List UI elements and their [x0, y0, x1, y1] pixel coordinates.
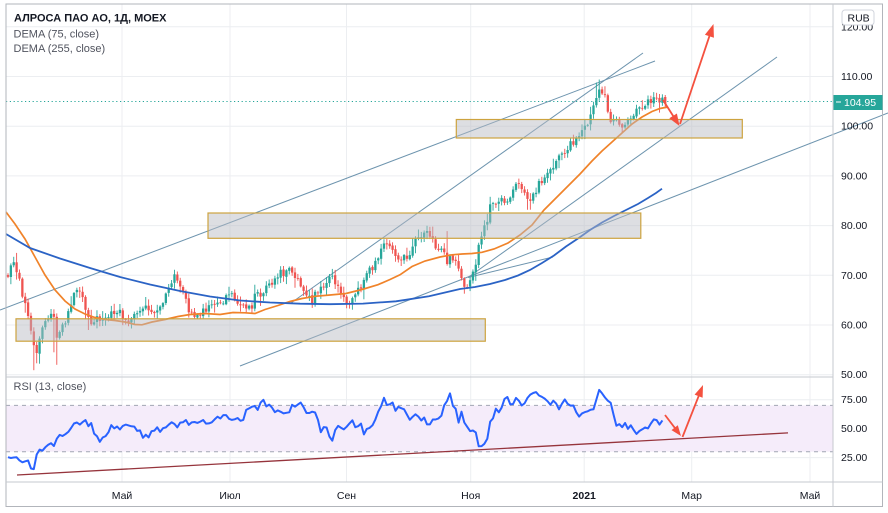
svg-text:АЛРОСА ПАО АО, 1Д, MOEX: АЛРОСА ПАО АО, 1Д, MOEX [14, 13, 167, 25]
svg-text:2021: 2021 [573, 490, 597, 502]
svg-text:RUB: RUB [848, 13, 870, 25]
svg-text:110.00: 110.00 [841, 71, 872, 83]
svg-text:Мар: Мар [681, 490, 702, 502]
svg-text:90.00: 90.00 [841, 170, 867, 182]
svg-text:75.00: 75.00 [841, 394, 867, 406]
svg-text:Сен: Сен [337, 490, 356, 502]
svg-text:50.00: 50.00 [841, 423, 867, 435]
svg-text:Май: Май [800, 490, 821, 502]
svg-text:70.00: 70.00 [841, 270, 867, 282]
svg-text:60.00: 60.00 [841, 320, 867, 332]
svg-text:DEMA (255, close): DEMA (255, close) [14, 43, 106, 55]
svg-text:Ноя: Ноя [461, 490, 480, 502]
svg-text:100.00: 100.00 [841, 121, 873, 133]
svg-text:Июл: Июл [219, 490, 240, 502]
svg-text:DEMA (75, close): DEMA (75, close) [14, 29, 100, 41]
svg-text:80.00: 80.00 [841, 220, 867, 232]
svg-text:25.00: 25.00 [841, 452, 867, 464]
svg-text:Май: Май [112, 490, 133, 502]
svg-text:RSI (13, close): RSI (13, close) [14, 381, 87, 393]
svg-text:50.00: 50.00 [841, 369, 867, 381]
svg-text:104.95: 104.95 [844, 97, 876, 109]
